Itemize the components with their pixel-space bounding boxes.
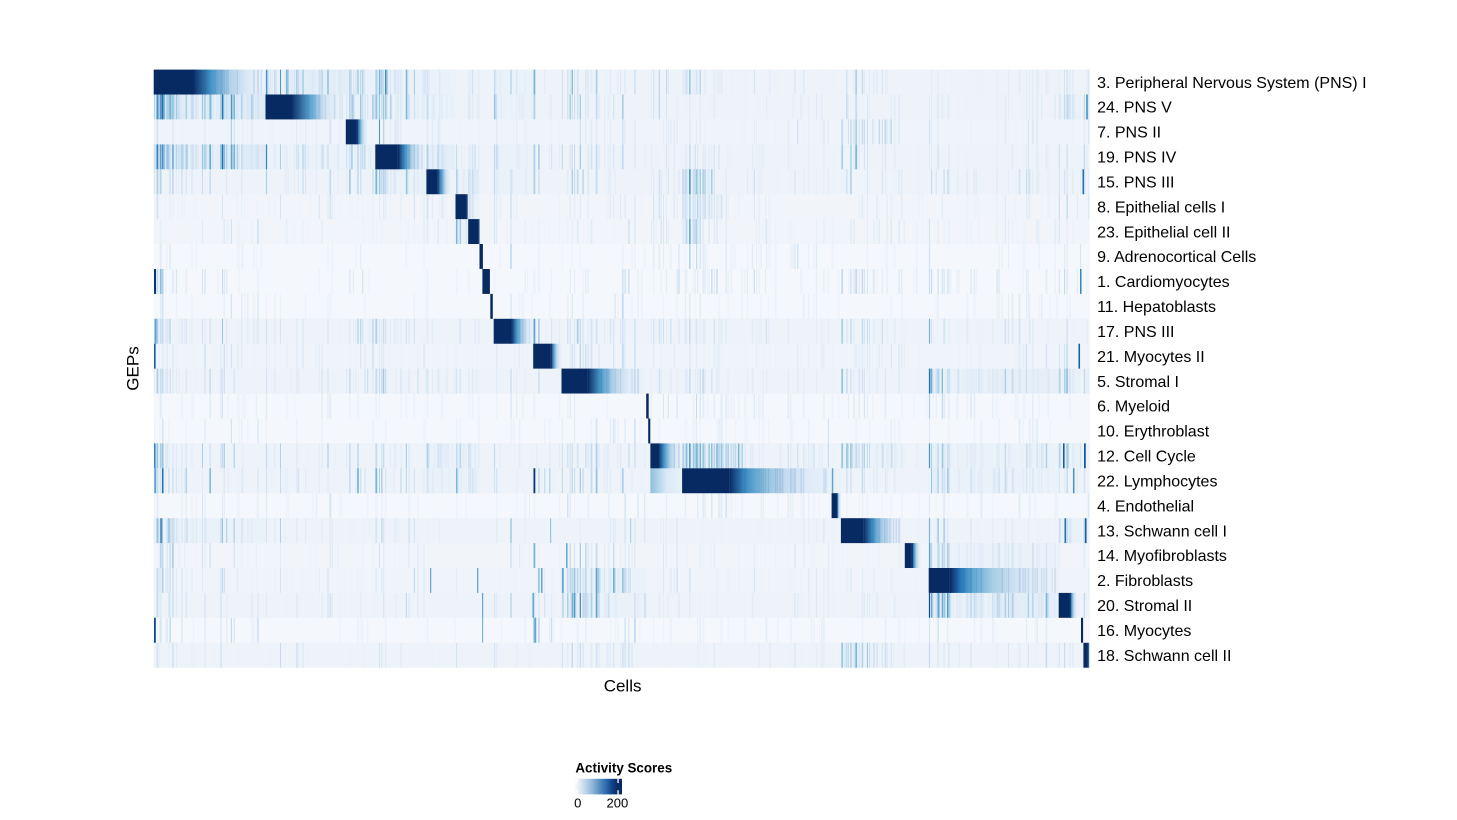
svg-text:9. Adrenocortical Cells: 9. Adrenocortical Cells bbox=[1097, 249, 1256, 266]
svg-text:GEPs: GEPs bbox=[124, 346, 143, 390]
svg-text:12. Cell Cycle: 12. Cell Cycle bbox=[1097, 449, 1196, 466]
svg-text:0: 0 bbox=[574, 795, 581, 810]
svg-text:6. Myeloid: 6. Myeloid bbox=[1097, 399, 1170, 416]
svg-text:17. PNS III: 17. PNS III bbox=[1097, 324, 1174, 341]
svg-text:10. Erythroblast: 10. Erythroblast bbox=[1097, 424, 1210, 441]
svg-text:14. Myofibroblasts: 14. Myofibroblasts bbox=[1097, 548, 1227, 565]
svg-text:5. Stromal I: 5. Stromal I bbox=[1097, 374, 1179, 391]
svg-text:3. Peripheral Nervous System (: 3. Peripheral Nervous System (PNS) I bbox=[1097, 75, 1366, 92]
svg-text:18. Schwann cell II: 18. Schwann cell II bbox=[1097, 648, 1231, 665]
svg-text:15. PNS III: 15. PNS III bbox=[1097, 174, 1174, 191]
svg-text:22. Lymphocytes: 22. Lymphocytes bbox=[1097, 474, 1217, 491]
svg-text:Cells: Cells bbox=[604, 677, 642, 696]
svg-text:4. Endothelial: 4. Endothelial bbox=[1097, 498, 1194, 515]
svg-text:20. Stromal II: 20. Stromal II bbox=[1097, 598, 1192, 615]
svg-text:19. PNS IV: 19. PNS IV bbox=[1097, 150, 1176, 167]
svg-text:Activity Scores: Activity Scores bbox=[575, 760, 672, 775]
svg-text:13. Schwann cell I: 13. Schwann cell I bbox=[1097, 523, 1227, 540]
svg-text:16. Myocytes: 16. Myocytes bbox=[1097, 623, 1191, 640]
svg-text:2. Fibroblasts: 2. Fibroblasts bbox=[1097, 573, 1193, 590]
svg-text:21. Myocytes II: 21. Myocytes II bbox=[1097, 349, 1205, 366]
svg-text:200: 200 bbox=[607, 795, 629, 810]
svg-text:8. Epithelial cells I: 8. Epithelial cells I bbox=[1097, 199, 1225, 216]
svg-text:11. Hepatoblasts: 11. Hepatoblasts bbox=[1097, 299, 1216, 316]
svg-text:23. Epithelial cell II: 23. Epithelial cell II bbox=[1097, 224, 1230, 241]
svg-text:1. Cardiomyocytes: 1. Cardiomyocytes bbox=[1097, 274, 1230, 291]
svg-text:7. PNS II: 7. PNS II bbox=[1097, 125, 1161, 142]
svg-text:24. PNS V: 24. PNS V bbox=[1097, 100, 1172, 117]
